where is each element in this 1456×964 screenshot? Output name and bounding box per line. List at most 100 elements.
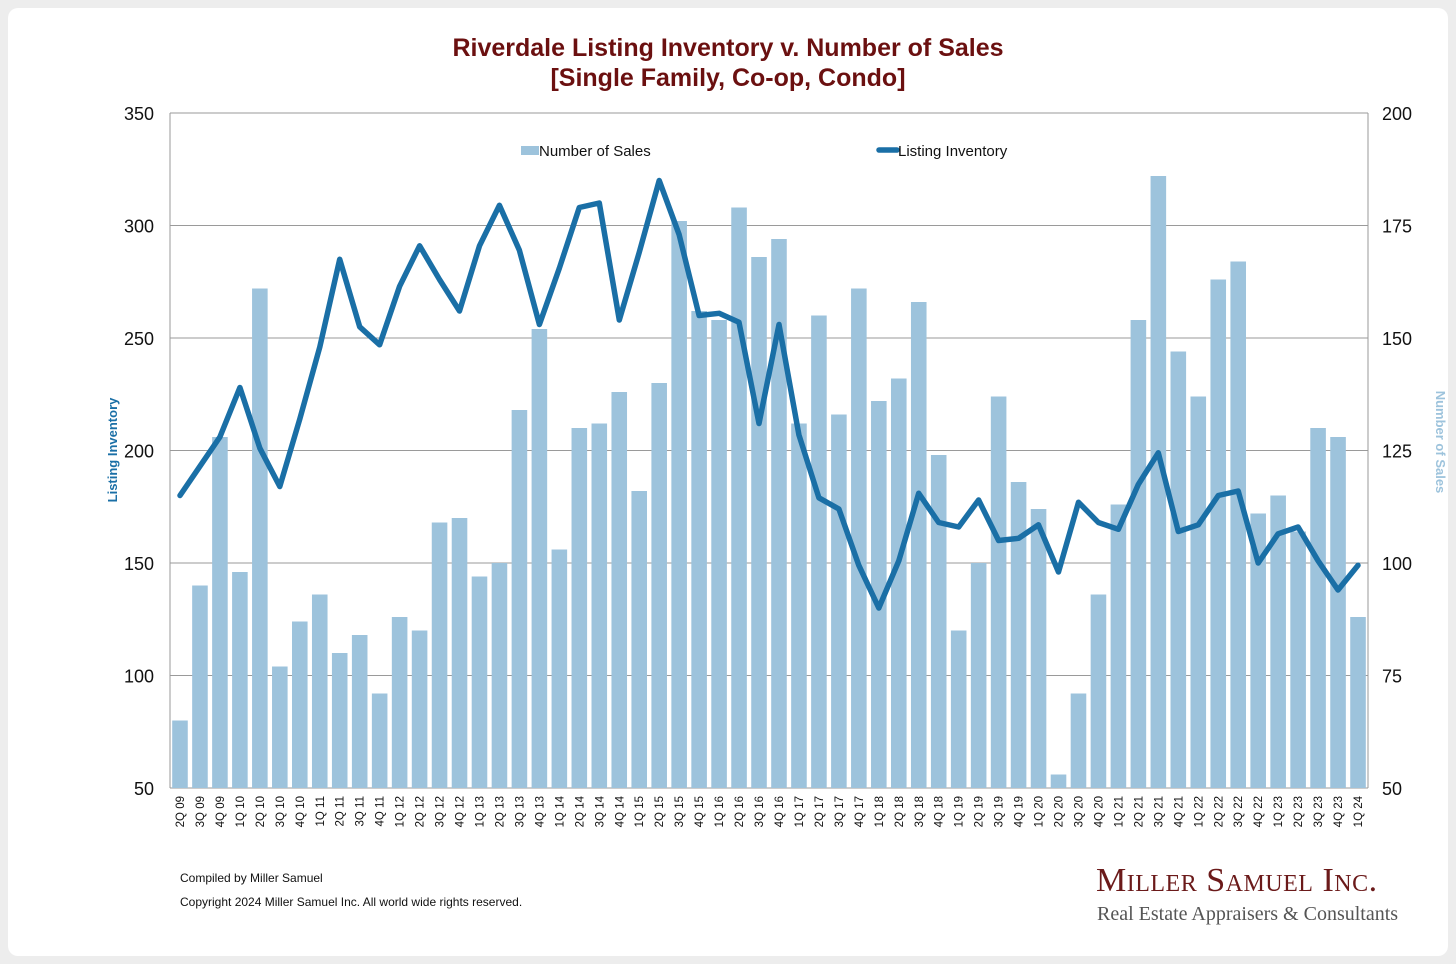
chart-panel xyxy=(8,8,1448,956)
x-tick-label: 4Q 13 xyxy=(534,796,546,827)
bar-3Q-15 xyxy=(671,221,687,788)
footer-copyright: Copyright 2024 Miller Samuel Inc. All wo… xyxy=(180,895,523,909)
bar-2Q-13 xyxy=(491,563,508,788)
x-tick-label: 2Q 11 xyxy=(335,796,347,826)
line-listing-inventory xyxy=(177,177,1361,611)
series-line-listing-inventory xyxy=(177,177,1361,611)
bar-1Q-21 xyxy=(1110,504,1127,788)
x-tick-label: 1Q 13 xyxy=(474,796,486,827)
bar-2Q-16 xyxy=(731,207,747,788)
bar-2Q-10 xyxy=(252,288,268,788)
x-tick-label: 3Q 23 xyxy=(1313,796,1325,827)
x-tick-label: 3Q 21 xyxy=(1153,796,1165,827)
y-left-tick-label: 200 xyxy=(124,442,154,462)
x-tick-label: 1Q 16 xyxy=(714,796,726,827)
x-tick-label: 4Q 10 xyxy=(295,796,307,827)
bar-4Q-09 xyxy=(212,437,228,788)
bar-1Q-20 xyxy=(1030,509,1047,788)
x-tick-label: 4Q 15 xyxy=(694,796,706,827)
x-tick-label: 3Q 14 xyxy=(594,795,606,827)
x-tick-label: 4Q 16 xyxy=(774,796,786,827)
x-tick-label: 4Q 11 xyxy=(375,796,387,826)
bar-2Q-23 xyxy=(1290,531,1306,788)
bar-2Q-20 xyxy=(1050,774,1067,788)
y-left-tick-label: 100 xyxy=(124,667,154,687)
x-tick-label: 2Q 13 xyxy=(494,796,506,827)
x-tick-label: 1Q 22 xyxy=(1193,796,1205,827)
x-tick-label: 2Q 16 xyxy=(734,796,746,827)
bar-3Q-17 xyxy=(831,414,847,788)
x-tick-label: 3Q 20 xyxy=(1073,796,1085,827)
bar-4Q-15 xyxy=(691,311,707,788)
bar-3Q-18 xyxy=(910,302,927,788)
legend-label-number-of-sales: Number of Sales xyxy=(539,143,651,160)
x-tick-label: 4Q 21 xyxy=(1173,796,1185,827)
x-tick-label: 1Q 17 xyxy=(794,796,806,827)
bar-3Q-11 xyxy=(351,635,368,788)
y-axis-right-title: Number of Sales xyxy=(1433,391,1448,494)
bar-4Q-11 xyxy=(371,693,388,788)
x-tick-label: 1Q 11 xyxy=(315,796,327,826)
footer-compiled: Compiled by Miller Samuel xyxy=(180,871,323,885)
y-right-tick-label: 175 xyxy=(1382,217,1412,237)
x-tick-label: 3Q 13 xyxy=(514,796,526,827)
bar-1Q-14 xyxy=(551,549,568,788)
x-tick-label: 2Q 18 xyxy=(894,796,906,827)
x-tick-label: 2Q 19 xyxy=(974,796,986,827)
y-axis-left-title: Listing Inventory xyxy=(105,397,120,503)
bar-1Q-23 xyxy=(1270,495,1286,788)
x-tick-label: 4Q 12 xyxy=(455,796,467,827)
x-tick-label: 2Q 23 xyxy=(1293,796,1305,827)
legend-label-listing-inventory: Listing Inventory xyxy=(898,143,1008,160)
x-tick-label: 1Q 12 xyxy=(395,796,407,827)
x-tick-label: 2Q 12 xyxy=(415,796,427,827)
bar-4Q-13 xyxy=(531,329,548,788)
x-tick-label: 3Q 17 xyxy=(834,796,846,827)
y-right-tick-label: 75 xyxy=(1382,667,1402,687)
bar-4Q-17 xyxy=(851,288,867,788)
x-tick-label: 4Q 22 xyxy=(1253,796,1265,827)
bar-3Q-19 xyxy=(990,396,1007,788)
x-tick-label: 3Q 11 xyxy=(355,796,367,826)
legend-swatch-number-of-sales xyxy=(521,146,539,155)
x-tick-label: 2Q 10 xyxy=(255,796,267,827)
bar-4Q-18 xyxy=(930,455,947,788)
bar-2Q-14 xyxy=(571,428,588,788)
bar-2Q-21 xyxy=(1130,320,1147,788)
x-tick-label: 4Q 19 xyxy=(1014,796,1026,827)
x-tick-label: 1Q 10 xyxy=(235,796,247,827)
x-tick-label: 3Q 22 xyxy=(1233,796,1245,827)
y-right-tick-label: 100 xyxy=(1382,554,1412,574)
x-tick-label: 1Q 20 xyxy=(1034,796,1046,827)
x-tick-label: 4Q 09 xyxy=(215,796,227,827)
x-tick-label: 4Q 20 xyxy=(1093,796,1105,827)
chart-title: Riverdale Listing Inventory v. Number of… xyxy=(452,34,1004,62)
x-tick-label: 3Q 16 xyxy=(754,796,766,827)
x-tick-label: 3Q 09 xyxy=(195,796,207,827)
x-tick-label: 2Q 20 xyxy=(1054,796,1066,827)
bar-3Q-13 xyxy=(511,410,528,788)
bar-4Q-21 xyxy=(1170,351,1187,788)
legend: Number of Sales Listing Inventory xyxy=(521,143,1008,160)
x-tick-label: 2Q 09 xyxy=(175,796,187,827)
bar-1Q-18 xyxy=(871,401,887,788)
bar-2Q-11 xyxy=(331,653,348,788)
bar-1Q-22 xyxy=(1190,396,1207,788)
bar-4Q-14 xyxy=(611,392,628,788)
y-left-tick-label: 300 xyxy=(124,217,154,237)
x-tick-label: 4Q 14 xyxy=(614,795,626,827)
y-right-tick-label: 150 xyxy=(1382,329,1412,349)
bar-2Q-19 xyxy=(970,563,987,788)
y-right-tick-label: 50 xyxy=(1382,779,1402,799)
company-logo-name: Miller Samuel Inc. xyxy=(1096,862,1378,899)
x-tick-label: 4Q 23 xyxy=(1333,796,1345,827)
bar-1Q-10 xyxy=(232,572,248,788)
bar-2Q-22 xyxy=(1210,279,1227,788)
bar-3Q-16 xyxy=(751,257,767,788)
bar-1Q-13 xyxy=(471,576,488,788)
bar-3Q-10 xyxy=(272,666,288,788)
x-tick-label: 1Q 19 xyxy=(954,796,966,827)
bar-3Q-21 xyxy=(1150,176,1167,788)
y-right-tick-label: 125 xyxy=(1382,442,1412,462)
